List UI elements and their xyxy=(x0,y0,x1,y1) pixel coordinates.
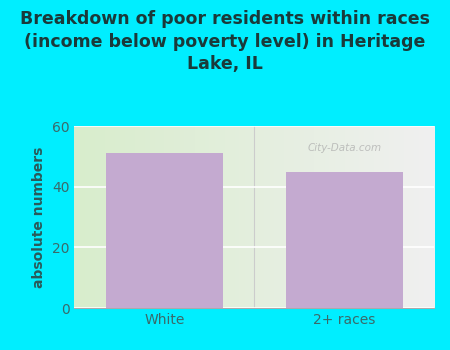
Bar xyxy=(106,153,223,308)
Y-axis label: absolute numbers: absolute numbers xyxy=(32,146,46,288)
Bar xyxy=(286,172,403,308)
Text: Breakdown of poor residents within races
(income below poverty level) in Heritag: Breakdown of poor residents within races… xyxy=(20,10,430,73)
Text: City-Data.com: City-Data.com xyxy=(307,143,381,153)
